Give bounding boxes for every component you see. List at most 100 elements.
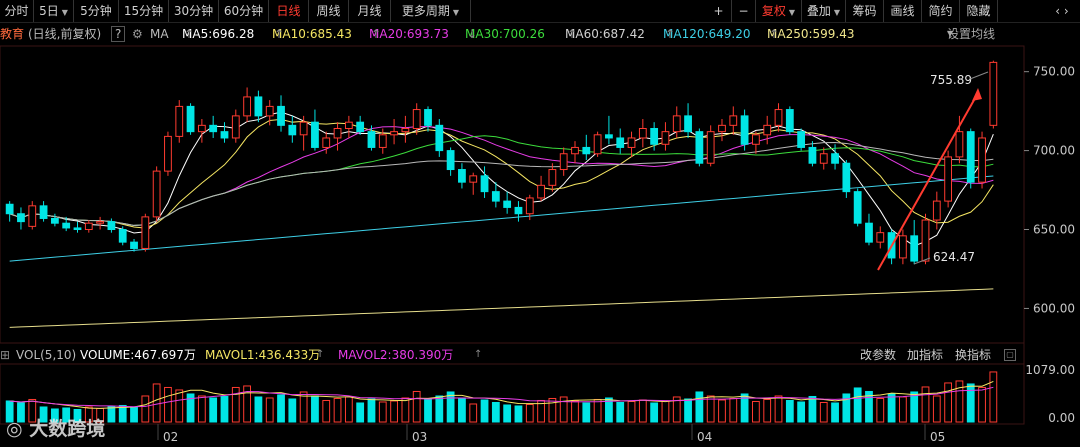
add-indicator-button[interactable]: 加指标: [907, 348, 944, 362]
volume-bar: [333, 397, 342, 423]
candle: [978, 131, 986, 189]
candle-body: [627, 137, 636, 148]
volume-bar: [141, 395, 150, 423]
period-tab-3[interactable]: 15分钟: [119, 0, 169, 22]
candle: [277, 95, 285, 132]
period-tab-7[interactable]: 周线: [309, 0, 349, 22]
toolbar-button-1[interactable]: −: [732, 0, 756, 22]
volume-bar: [729, 397, 738, 423]
candle: [17, 207, 25, 230]
candle: [684, 103, 692, 138]
toolbar-button-0[interactable]: +: [706, 0, 732, 22]
candle-body: [39, 205, 48, 219]
toolbar-button-5[interactable]: 画线: [884, 0, 922, 22]
volume-bar: [706, 395, 715, 423]
candle-body: [435, 124, 444, 152]
period-tab-5[interactable]: 60分钟: [219, 0, 269, 22]
volume-bar: [175, 389, 184, 423]
volume-bar: [548, 397, 557, 423]
candle-body: [921, 219, 930, 262]
candle: [231, 109, 240, 143]
candle-body: [446, 150, 455, 171]
candle: [107, 218, 116, 233]
volume-bar: [672, 396, 681, 423]
period-tab-2[interactable]: 5分钟: [74, 0, 119, 22]
period-tab-label: 月线: [357, 4, 382, 18]
candle: [265, 100, 274, 126]
candle: [209, 115, 218, 138]
candle: [130, 238, 138, 252]
volume-bar: [695, 391, 704, 423]
mavol2-value: MAVOL2:380.390万: [338, 348, 454, 362]
candle-body: [152, 170, 161, 218]
toolbar-button-7[interactable]: 隐藏: [960, 0, 998, 22]
candle-body: [785, 109, 794, 133]
candle-body: [299, 121, 308, 136]
candle: [740, 109, 749, 151]
toolbar-button-6[interactable]: 简约: [922, 0, 960, 22]
date-tick-label: 05: [930, 430, 945, 444]
toolbar-button-label: 画线: [890, 4, 915, 18]
period-tab-label: 更多周期: [401, 4, 450, 18]
candle-body: [661, 131, 670, 145]
candle-body: [582, 146, 591, 155]
candle: [175, 100, 184, 143]
candle: [955, 115, 964, 164]
period-tab-4[interactable]: 30分钟: [169, 0, 219, 22]
period-tab-6[interactable]: 日线: [269, 0, 309, 22]
toolbar-button-4[interactable]: 筹码: [846, 0, 884, 22]
volume-bar: [661, 400, 670, 423]
candle: [514, 201, 523, 222]
change-params-button[interactable]: 改参数: [860, 348, 897, 362]
period-tab-0[interactable]: 分时: [0, 0, 34, 22]
toolbar: 分时 5日 ▼ 5分钟 15分钟 30分钟 60分钟 日线 周线 月线 更多周期 ▼ + − 复权 ▼ 叠加 ▼ 筹…: [0, 0, 1080, 23]
candle-body: [186, 105, 195, 133]
volume-bar: [62, 407, 71, 423]
toolbar-button-3[interactable]: 叠加 ▼: [802, 0, 846, 22]
ma5-line: [9, 111, 994, 247]
volume-bar: [17, 402, 25, 423]
volume-bar: [231, 386, 240, 423]
volume-bar: [514, 405, 523, 423]
candle: [865, 213, 873, 246]
mavol1-arrow-icon: ↑: [316, 349, 325, 360]
period-tab-8[interactable]: 月线: [349, 0, 391, 22]
candle: [774, 103, 783, 132]
period-tab-label: 周线: [316, 4, 341, 18]
volume-bar: [876, 397, 885, 423]
candle: [288, 115, 297, 143]
toolbar-button-2[interactable]: 复权 ▼: [756, 0, 802, 22]
volume-bar: [435, 395, 444, 423]
help-icon[interactable]: ?: [111, 26, 126, 42]
switch-indicator-button[interactable]: 换指标: [955, 348, 992, 362]
period-tab-1[interactable]: 5日 ▼: [34, 0, 74, 22]
volume-bar: [164, 386, 172, 423]
volume-bar: [582, 402, 591, 423]
candle: [729, 106, 738, 135]
candle-body: [344, 121, 353, 129]
period-tab-9[interactable]: 更多周期 ▼: [391, 0, 471, 22]
mavol2-line: [9, 386, 994, 408]
candle-body: [706, 131, 715, 164]
toolbar-button-label: 叠加: [806, 4, 831, 18]
candle-body: [28, 205, 37, 227]
volume-bar: [797, 401, 806, 423]
volume-bar: [412, 390, 421, 423]
candle: [84, 220, 93, 233]
vol-title: VOL(5,10): [16, 348, 77, 362]
candle: [593, 131, 602, 157]
toolbar-button-label: 复权: [761, 4, 786, 18]
nav-arrows-icon[interactable]: ‹ ›: [1055, 4, 1069, 18]
collapse-icon[interactable]: ⊞: [0, 348, 11, 362]
volume-bar: [446, 391, 455, 423]
candle-body: [175, 105, 184, 137]
volume-bar: [989, 371, 998, 423]
maximize-icon[interactable]: ▢: [1004, 349, 1016, 361]
watermark-logo: ◎ 大数跨境: [6, 418, 106, 440]
volume-bar: [344, 396, 353, 423]
volume-bar: [650, 402, 659, 423]
settings-diamond-icon[interactable]: ⚙: [132, 27, 143, 41]
candle: [197, 119, 206, 143]
candle-body: [763, 124, 772, 136]
